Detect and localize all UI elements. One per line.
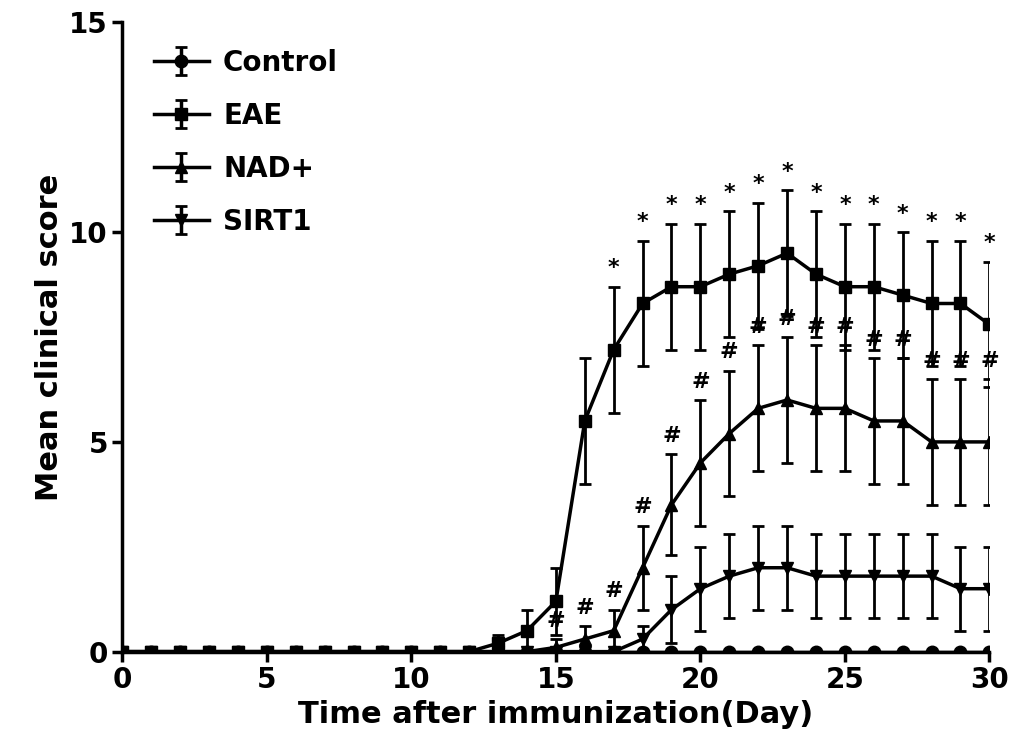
Text: *: * <box>925 212 936 232</box>
Y-axis label: Mean clinical score: Mean clinical score <box>35 174 63 500</box>
Text: #: # <box>691 372 709 392</box>
Text: *: * <box>722 183 735 203</box>
Text: *: * <box>607 258 619 279</box>
Text: *: * <box>694 195 705 216</box>
Text: #: # <box>806 317 824 337</box>
Text: *: * <box>839 195 850 216</box>
Text: *: * <box>896 204 908 224</box>
Text: #: # <box>951 351 969 371</box>
Text: #: # <box>604 581 623 601</box>
Text: #: # <box>546 610 565 631</box>
Text: #: # <box>864 330 882 350</box>
Text: *: * <box>954 212 965 232</box>
Text: #: # <box>777 309 796 329</box>
Text: #: # <box>835 317 853 337</box>
Text: *: * <box>867 195 878 216</box>
Text: *: * <box>636 212 648 232</box>
Text: *: * <box>781 162 792 182</box>
Text: #: # <box>633 497 651 518</box>
X-axis label: Time after immunization(Day): Time after immunization(Day) <box>298 700 813 729</box>
Text: #: # <box>893 330 911 350</box>
Text: #: # <box>661 426 680 446</box>
Text: #: # <box>748 317 766 337</box>
Text: *: * <box>982 233 995 253</box>
Text: *: * <box>752 175 763 195</box>
Text: #: # <box>719 342 738 363</box>
Text: *: * <box>665 195 677 216</box>
Text: #: # <box>921 351 940 371</box>
Legend: Control, EAE, NAD+, SIRT1: Control, EAE, NAD+, SIRT1 <box>154 49 337 236</box>
Text: #: # <box>575 598 593 618</box>
Text: *: * <box>809 183 821 203</box>
Text: #: # <box>979 351 998 371</box>
